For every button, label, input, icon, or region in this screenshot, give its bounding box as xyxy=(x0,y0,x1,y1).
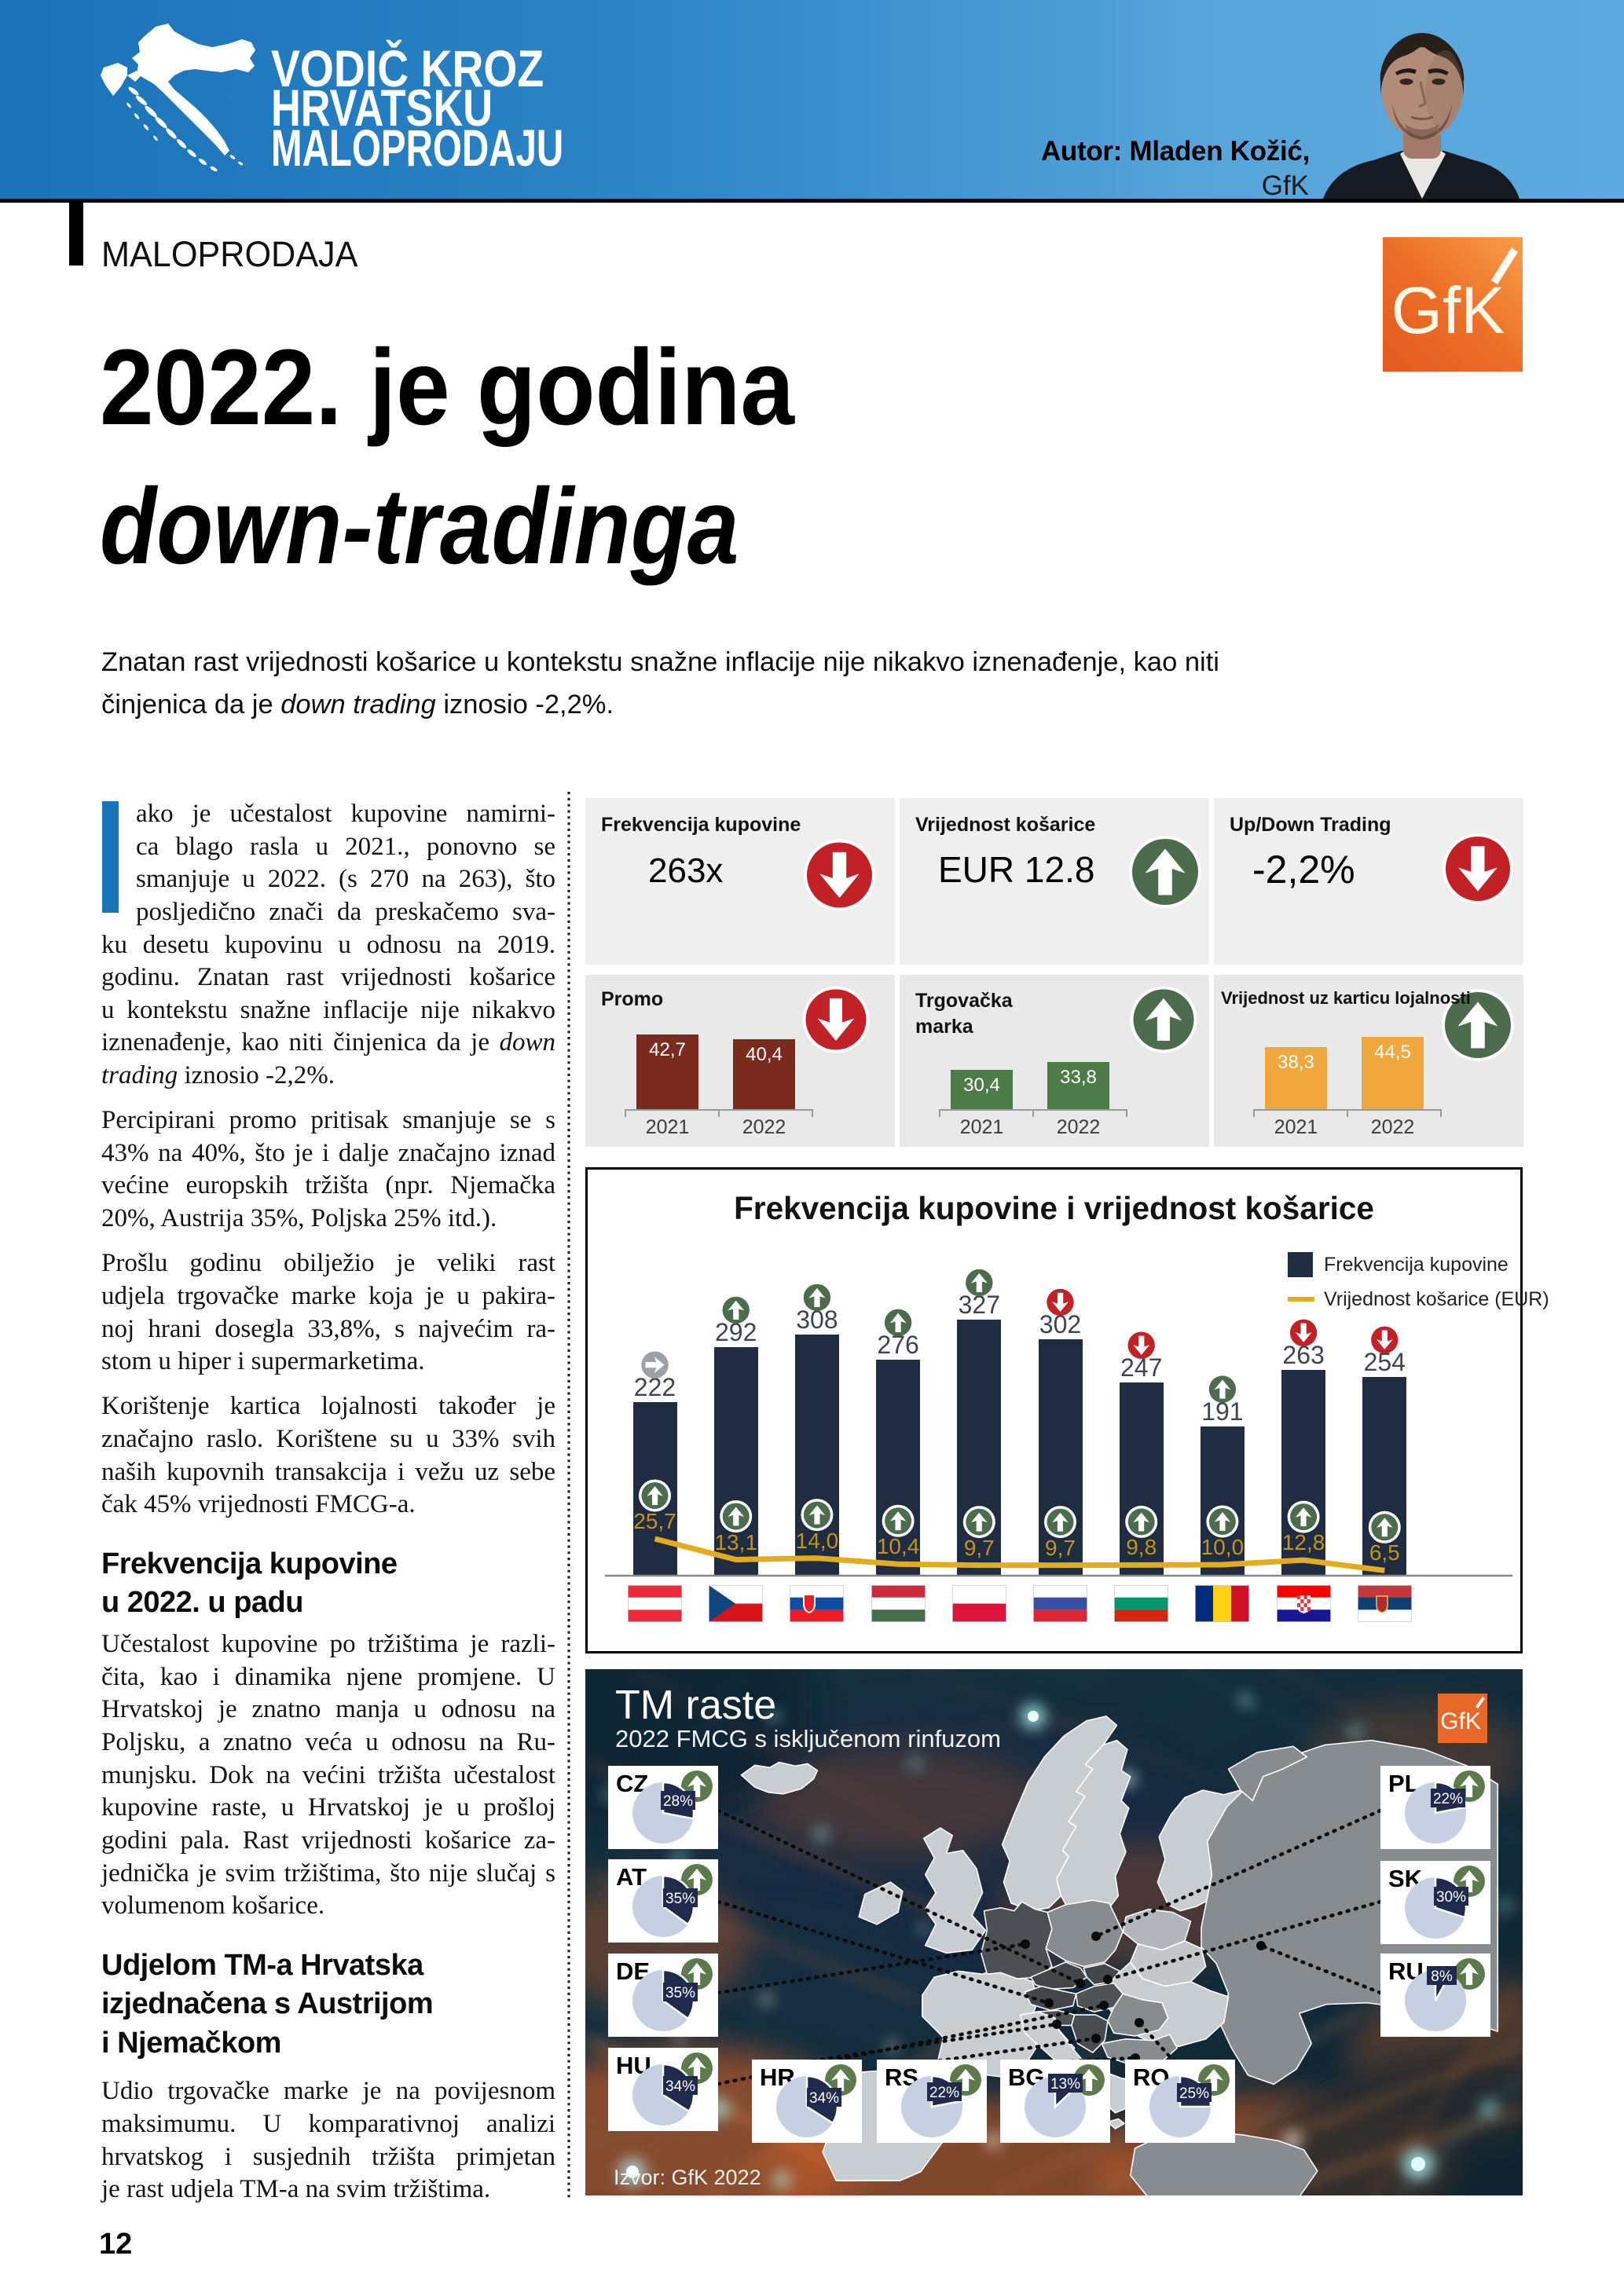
svg-text:34%: 34% xyxy=(809,2090,839,2107)
svg-text:GfK: GfK xyxy=(1440,1708,1481,1734)
svg-text:8%: 8% xyxy=(1431,1968,1453,1985)
svg-text:30%: 30% xyxy=(1436,1889,1466,1906)
svg-text:GfK: GfK xyxy=(1391,273,1505,347)
svg-text:35%: 35% xyxy=(665,1891,695,1907)
svg-text:25%: 25% xyxy=(1179,2085,1209,2102)
svg-text:22%: 22% xyxy=(1433,1791,1463,1807)
svg-text:28%: 28% xyxy=(663,1793,693,1810)
svg-text:13%: 13% xyxy=(1050,2076,1080,2093)
svg-text:22%: 22% xyxy=(929,2085,959,2101)
svg-text:34%: 34% xyxy=(665,2078,695,2095)
svg-text:35%: 35% xyxy=(665,1985,695,2001)
